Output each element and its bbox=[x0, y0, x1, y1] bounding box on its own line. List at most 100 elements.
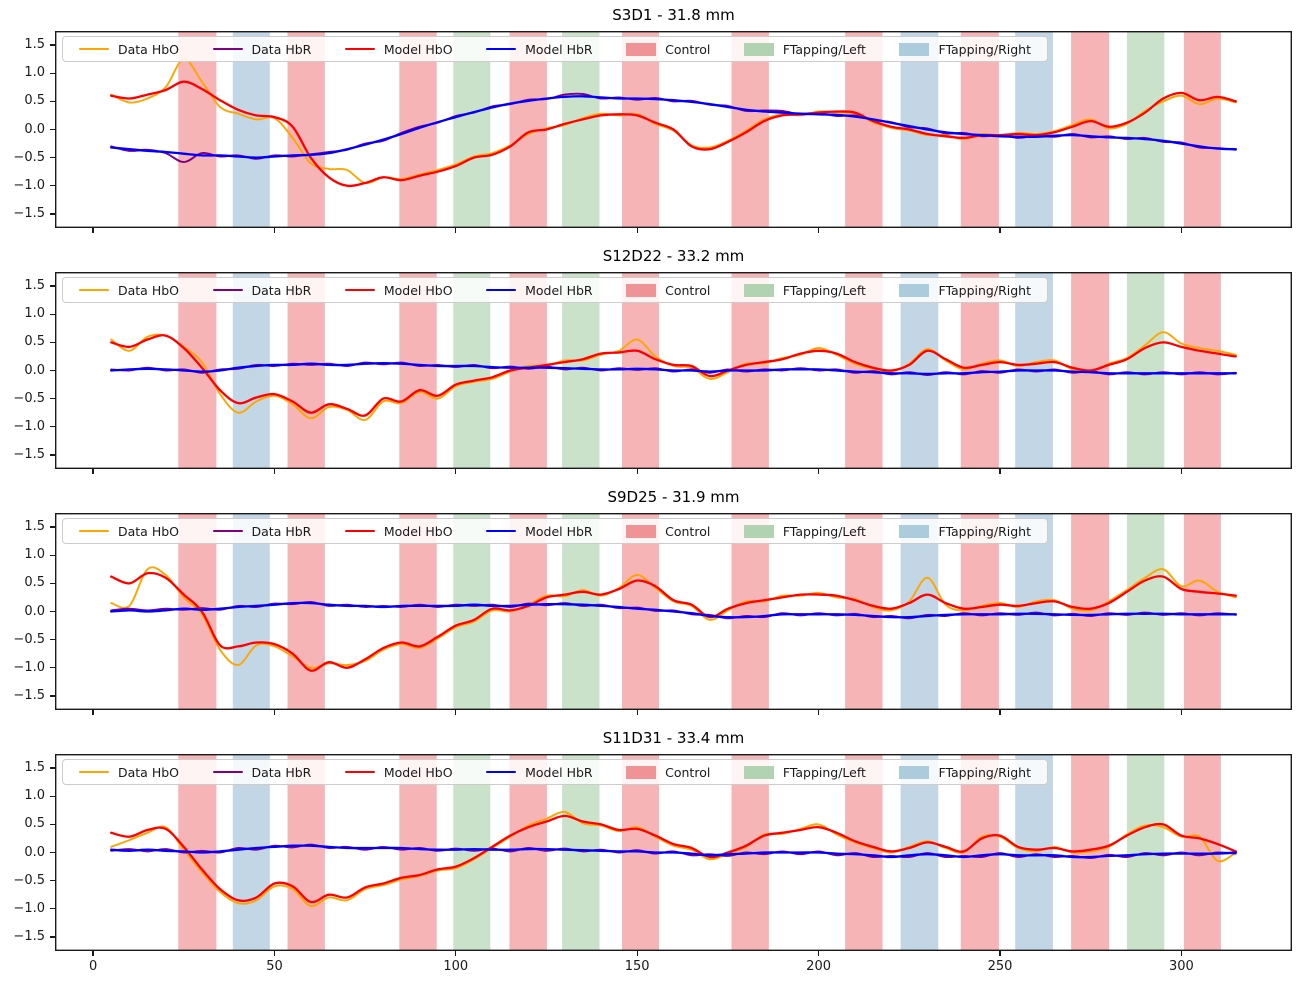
event-band-ftapping-right bbox=[232, 754, 270, 951]
event-band-control bbox=[509, 513, 547, 710]
legend: Data HbO Data HbR Model HbO Model HbR Contro… bbox=[62, 277, 1048, 303]
legend-line-swatch-model-hbr bbox=[486, 529, 517, 533]
y-tick-label: 1.0 bbox=[24, 547, 45, 563]
legend-item: FTapping/Right bbox=[899, 524, 1031, 539]
legend-item: Model HbO bbox=[344, 42, 453, 57]
axes-spines bbox=[55, 272, 1292, 469]
y-tick-label: −0.5 bbox=[13, 390, 45, 406]
event-band-control bbox=[399, 513, 437, 710]
legend-label: Control bbox=[665, 764, 711, 780]
line-model-hbr bbox=[110, 844, 1237, 859]
y-tick-label: −1.5 bbox=[13, 928, 45, 944]
legend-label: FTapping/Right bbox=[938, 41, 1031, 57]
legend-patch-swatch-ftapping-left bbox=[743, 765, 774, 779]
legend-line-swatch-model-hbo bbox=[344, 288, 375, 292]
legend-line-swatch-data-hbr bbox=[212, 529, 243, 533]
y-tickmark bbox=[50, 44, 55, 46]
y-tick-label: 0.0 bbox=[24, 844, 45, 860]
y-tick-label: −1.0 bbox=[13, 177, 45, 193]
y-tickmark bbox=[50, 313, 55, 315]
legend: Data HbO Data HbR Model HbO Model HbR Contro… bbox=[62, 759, 1048, 785]
event-band-ftapping-left bbox=[562, 31, 600, 228]
x-tickmark bbox=[1180, 228, 1183, 233]
legend-label: Data HbR bbox=[251, 523, 312, 539]
event-band-ftapping-right bbox=[1015, 754, 1053, 951]
legend-line-swatch-model-hbo bbox=[344, 47, 375, 51]
subplot-title: S12D22 - 33.2 mm bbox=[602, 247, 745, 265]
y-tickmark bbox=[50, 582, 55, 585]
x-tickmark bbox=[92, 228, 94, 233]
event-band-ftapping-left bbox=[1126, 31, 1165, 228]
line-data-hbo bbox=[110, 58, 1237, 185]
y-tick-label: −1.5 bbox=[13, 205, 45, 221]
legend-item: Data HbO bbox=[79, 765, 179, 780]
event-band-ftapping-right bbox=[1015, 31, 1053, 228]
legend-item: Model HbR bbox=[486, 283, 593, 298]
x-tickmark bbox=[273, 951, 276, 956]
y-tick-label: 0.0 bbox=[24, 603, 45, 619]
legend-patch-swatch-control bbox=[626, 283, 657, 297]
axes-spines bbox=[55, 513, 1292, 710]
y-tick-label: −0.5 bbox=[13, 631, 45, 647]
y-tickmark bbox=[50, 213, 55, 215]
y-tick-label: 1.0 bbox=[24, 65, 45, 81]
event-band-ftapping-left bbox=[453, 272, 491, 469]
legend-label: Control bbox=[665, 523, 711, 539]
legend-item: Data HbR bbox=[212, 283, 311, 298]
event-band-control bbox=[622, 31, 659, 228]
y-tickmark bbox=[50, 879, 55, 882]
event-band-control bbox=[1071, 31, 1110, 228]
y-tick-label: −1.0 bbox=[13, 659, 45, 675]
y-tickmark bbox=[50, 341, 55, 344]
legend-item: Control bbox=[626, 524, 710, 539]
legend-label: FTapping/Left bbox=[782, 523, 866, 539]
y-tickmark bbox=[50, 185, 55, 187]
legend-patch-swatch-ftapping-left bbox=[743, 42, 774, 56]
legend-patch-swatch-ftapping-right bbox=[899, 283, 930, 297]
legend-item: Model HbO bbox=[344, 765, 453, 780]
legend-item: FTapping/Left bbox=[743, 764, 866, 780]
legend-label: FTapping/Left bbox=[782, 764, 866, 780]
event-band-ftapping-right bbox=[1015, 513, 1053, 710]
x-tickmark bbox=[455, 951, 457, 956]
x-tickmark bbox=[273, 710, 276, 715]
legend-line-swatch-data-hbr bbox=[212, 770, 243, 774]
legend-item: FTapping/Left bbox=[743, 523, 866, 539]
legend-label: Model HbR bbox=[525, 41, 593, 57]
event-band-control bbox=[731, 513, 769, 710]
legend-item: FTapping/Right bbox=[899, 42, 1031, 57]
subplot-title: S3D1 - 31.8 mm bbox=[612, 6, 735, 24]
legend-item: Data HbR bbox=[212, 765, 311, 780]
legend-line-swatch-data-hbr bbox=[212, 47, 243, 51]
legend-label: Model HbO bbox=[383, 282, 453, 298]
event-band-ftapping-right bbox=[900, 513, 939, 710]
legend-line-swatch-model-hbr bbox=[486, 47, 517, 51]
y-tick-label: 1.5 bbox=[24, 519, 45, 535]
x-tickmark bbox=[817, 228, 820, 233]
y-tickmark bbox=[50, 908, 55, 910]
line-model-hbo bbox=[110, 571, 1237, 672]
x-tickmark bbox=[455, 469, 457, 474]
event-band-ftapping-left bbox=[1126, 272, 1165, 469]
event-band-ftapping-left bbox=[562, 272, 600, 469]
x-tickmark bbox=[1180, 710, 1183, 715]
line-model-hbr bbox=[110, 95, 1237, 159]
line-model-hbr bbox=[110, 362, 1237, 376]
x-tickmark bbox=[273, 228, 276, 233]
y-tickmark bbox=[50, 72, 55, 74]
legend-label: Model HbR bbox=[525, 523, 593, 539]
legend: Data HbO Data HbR Model HbO Model HbR Contro… bbox=[62, 518, 1048, 544]
y-tickmark bbox=[50, 795, 55, 797]
legend-label: Model HbR bbox=[525, 764, 593, 780]
x-tickmark bbox=[999, 469, 1001, 474]
line-data-hbo bbox=[110, 331, 1237, 422]
legend-line-swatch-model-hbo bbox=[344, 529, 375, 533]
x-tickmark bbox=[817, 710, 820, 715]
legend-line-swatch-data-hbo bbox=[79, 770, 109, 774]
event-band-control bbox=[960, 513, 999, 710]
event-band-control bbox=[1183, 31, 1221, 228]
line-model-hbo bbox=[110, 80, 1237, 188]
legend-patch-swatch-ftapping-right bbox=[899, 765, 930, 779]
y-tick-label: 1.5 bbox=[24, 278, 45, 294]
y-tick-label: 0.0 bbox=[24, 362, 45, 378]
